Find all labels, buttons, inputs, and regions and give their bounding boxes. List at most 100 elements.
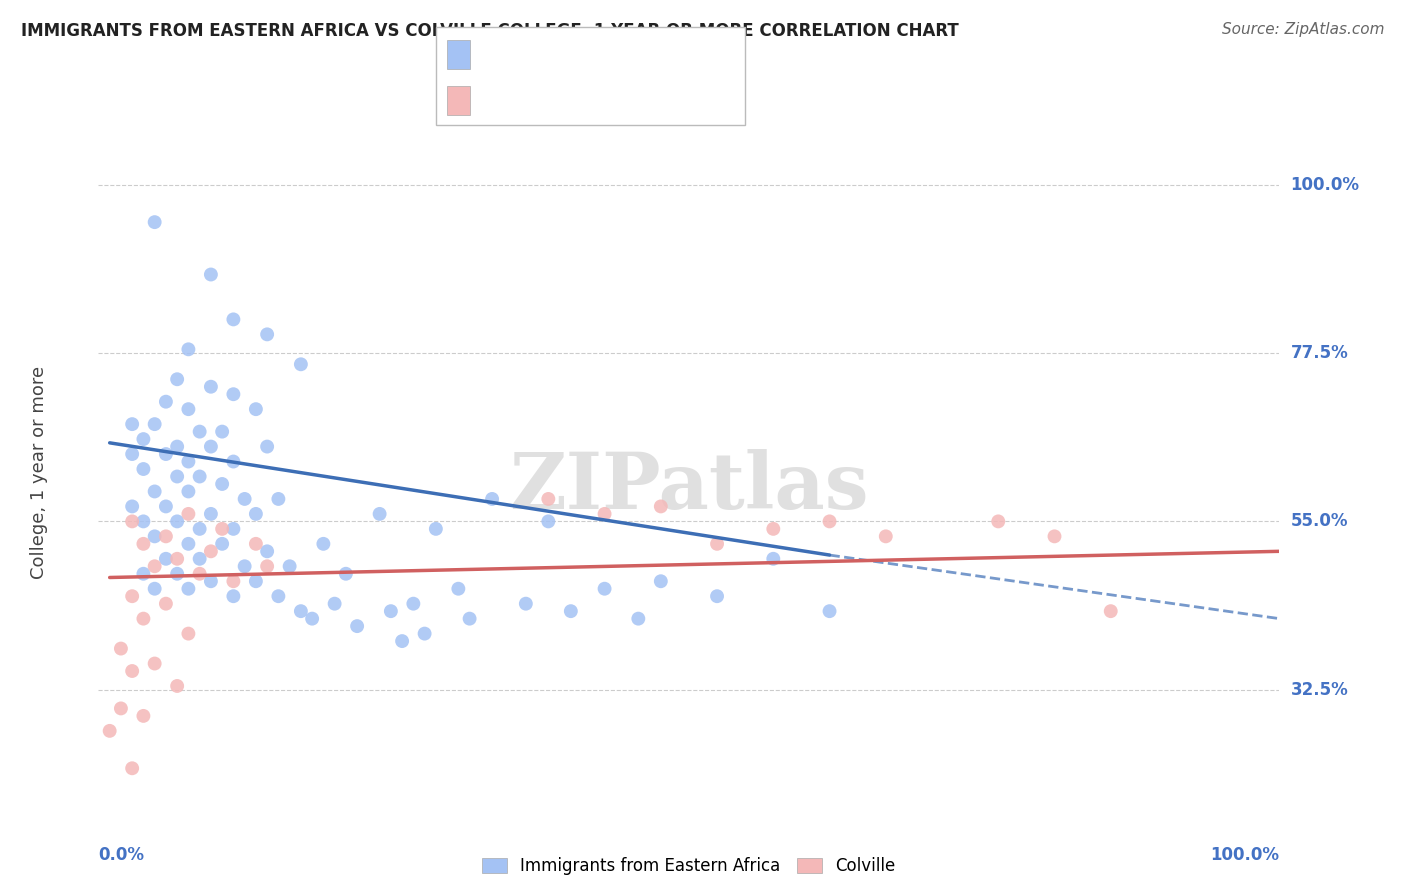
Text: 34: 34 <box>610 91 634 110</box>
Point <box>818 515 841 529</box>
Point <box>200 440 222 454</box>
Point <box>200 268 222 282</box>
Point <box>166 551 188 566</box>
Point <box>413 626 436 640</box>
Point <box>222 589 245 603</box>
Point <box>267 491 290 506</box>
Point <box>425 522 447 536</box>
Point <box>143 559 166 574</box>
Text: College, 1 year or more: College, 1 year or more <box>31 367 48 579</box>
Point <box>211 522 233 536</box>
Point <box>132 462 155 476</box>
Point <box>177 507 200 521</box>
Point <box>222 574 245 589</box>
Point <box>256 559 278 574</box>
Point <box>222 522 245 536</box>
Point <box>537 491 560 506</box>
Point <box>177 484 200 499</box>
Text: IMMIGRANTS FROM EASTERN AFRICA VS COLVILLE COLLEGE, 1 YEAR OR MORE CORRELATION C: IMMIGRANTS FROM EASTERN AFRICA VS COLVIL… <box>21 22 959 40</box>
Point <box>706 537 728 551</box>
Point <box>166 515 188 529</box>
Point <box>177 454 200 468</box>
Point <box>211 425 233 439</box>
Point <box>211 477 233 491</box>
Point <box>245 574 267 589</box>
Point <box>233 559 256 574</box>
Text: 100.0%: 100.0% <box>1291 176 1360 194</box>
Point <box>537 515 560 529</box>
Point <box>166 372 188 386</box>
Text: 32.5%: 32.5% <box>1291 681 1348 698</box>
Point <box>188 551 211 566</box>
Point <box>650 500 672 514</box>
Point <box>143 529 166 543</box>
Point <box>155 447 177 461</box>
Point <box>762 522 785 536</box>
Text: -0.245: -0.245 <box>517 45 576 63</box>
Point <box>402 597 425 611</box>
Point <box>166 440 188 454</box>
Legend: Immigrants from Eastern Africa, Colville: Immigrants from Eastern Africa, Colville <box>475 851 903 882</box>
Point <box>132 432 155 446</box>
Point <box>166 566 188 581</box>
Point <box>188 566 211 581</box>
Text: ZIPatlas: ZIPatlas <box>509 449 869 524</box>
Point <box>121 447 143 461</box>
Point <box>155 500 177 514</box>
Point <box>256 327 278 342</box>
Point <box>560 604 582 618</box>
Point <box>335 566 357 581</box>
Point <box>593 507 616 521</box>
Point <box>166 679 188 693</box>
Point <box>256 544 278 558</box>
Point <box>447 582 470 596</box>
Point <box>121 500 143 514</box>
Point <box>121 589 143 603</box>
Point <box>155 551 177 566</box>
Point <box>143 582 166 596</box>
Point <box>177 537 200 551</box>
Point <box>200 507 222 521</box>
Text: N =: N = <box>574 91 610 110</box>
Point <box>121 417 143 431</box>
Point <box>200 574 222 589</box>
Point <box>706 589 728 603</box>
Text: 0.0%: 0.0% <box>98 846 145 863</box>
Point <box>380 604 402 618</box>
Text: Source: ZipAtlas.com: Source: ZipAtlas.com <box>1222 22 1385 37</box>
Text: 77.5%: 77.5% <box>1291 344 1348 362</box>
Point <box>987 515 1010 529</box>
Point <box>222 312 245 326</box>
Point <box>481 491 503 506</box>
Point <box>177 402 200 417</box>
Text: R =: R = <box>478 91 515 110</box>
Point <box>222 454 245 468</box>
Point <box>177 582 200 596</box>
Point <box>132 709 155 723</box>
Point <box>155 394 177 409</box>
Point <box>368 507 391 521</box>
Point <box>188 425 211 439</box>
Point <box>132 515 155 529</box>
Point <box>121 515 143 529</box>
Point <box>458 612 481 626</box>
Point <box>290 357 312 371</box>
Point <box>155 597 177 611</box>
Point <box>346 619 368 633</box>
Point <box>143 484 166 499</box>
Point <box>593 582 616 596</box>
Point <box>245 537 267 551</box>
Point <box>323 597 346 611</box>
Point <box>143 417 166 431</box>
Point <box>188 522 211 536</box>
Point <box>1099 604 1122 618</box>
Point <box>245 402 267 417</box>
Point <box>121 664 143 678</box>
Point <box>278 559 301 574</box>
Point <box>627 612 650 626</box>
Point <box>267 589 290 603</box>
Point <box>391 634 413 648</box>
Point <box>143 215 166 229</box>
Point <box>200 544 222 558</box>
Point <box>290 604 312 618</box>
